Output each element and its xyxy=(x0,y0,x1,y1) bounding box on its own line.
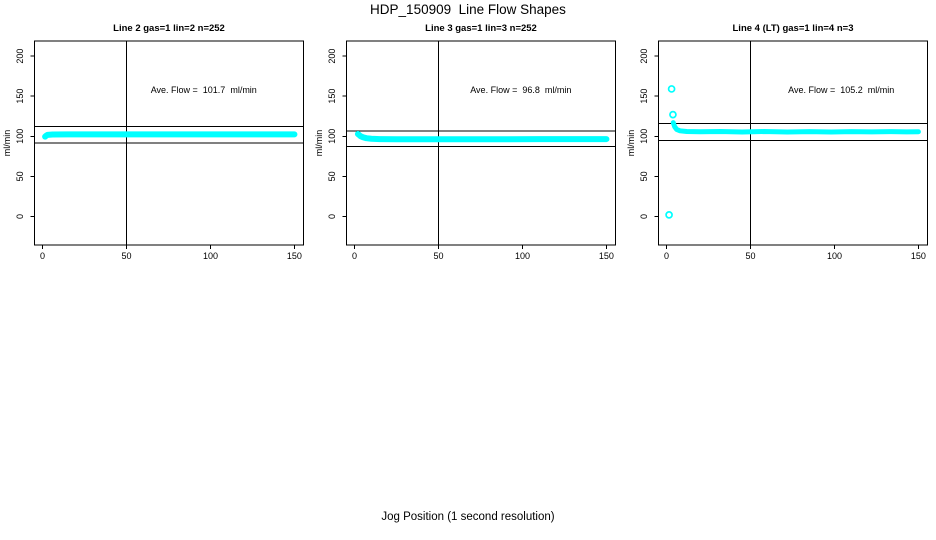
plot-title-line2: Line 2 gas=1 lin=2 n=252 xyxy=(113,23,225,34)
plot-title-line4: Line 4 (LT) gas=1 lin=4 n=3 xyxy=(732,23,854,34)
plot-panel-line3: Line 3 gas=1 lin=3 n=252 0 50 100 150 0 50 100… xyxy=(312,20,624,270)
y-axis-title: ml/min xyxy=(314,130,324,157)
y-tick-label: 150 xyxy=(327,89,337,104)
plot-title-line3: Line 3 gas=1 lin=3 n=252 xyxy=(425,23,537,34)
data-point-band xyxy=(670,120,921,135)
x-tick-label: 100 xyxy=(515,251,530,261)
x-tick-label: 50 xyxy=(434,251,444,261)
plot-frame xyxy=(658,40,928,246)
y-tick-label: 100 xyxy=(639,129,649,144)
y-tick-label: 100 xyxy=(15,129,25,144)
average-flow-annotation: Ave. Flow = 96.8 ml/min xyxy=(470,85,571,95)
y-tick-label: 50 xyxy=(15,171,25,181)
data-point xyxy=(667,85,676,93)
y-tick-label: 0 xyxy=(639,214,649,219)
average-flow-annotation: Ave. Flow = 101.7 ml/min xyxy=(151,85,257,95)
x-tick-label: 100 xyxy=(203,251,218,261)
average-flow-annotation: Ave. Flow = 105.2 ml/min xyxy=(788,85,894,95)
data-point-band xyxy=(42,131,298,140)
data-point xyxy=(669,110,677,119)
y-tick-label: 200 xyxy=(639,49,649,64)
y-tick-label: 100 xyxy=(327,129,337,144)
x-tick-label: 0 xyxy=(664,251,669,261)
plot-svg-line2: 0 50 100 150 0 50 100 150 200 ml/min Ave. Flow = 1… xyxy=(2,40,304,261)
plot-panel-line4: Line 4 (LT) gas=1 lin=4 n=3 0 50 100 150 0 50… xyxy=(624,20,936,270)
plot-svg-line3: 0 50 100 150 0 50 100 150 200 ml/min Ave. Flow = 9… xyxy=(314,40,616,261)
x-tick-label: 150 xyxy=(287,251,302,261)
data-point-band xyxy=(354,131,610,143)
plot-panel-line2: Line 2 gas=1 lin=2 n=252 0 50 100 150 0 50 100… xyxy=(0,20,312,270)
x-tick-label: 100 xyxy=(827,251,842,261)
y-tick-label: 150 xyxy=(639,89,649,104)
y-tick-label: 0 xyxy=(15,214,25,219)
x-axis-outer-label: Jog Position (1 second resolution) xyxy=(381,511,555,523)
y-tick-label: 50 xyxy=(639,171,649,181)
figure-title: HDP_150909 Line Flow Shapes xyxy=(370,2,566,17)
y-tick-label: 150 xyxy=(15,89,25,104)
plot-frame xyxy=(346,40,616,246)
x-tick-label: 50 xyxy=(746,251,756,261)
y-tick-label: 0 xyxy=(327,214,337,219)
x-tick-label: 0 xyxy=(40,251,45,261)
x-tick-label: 0 xyxy=(352,251,357,261)
y-tick-label: 200 xyxy=(327,49,337,64)
y-axis-title: ml/min xyxy=(2,130,12,157)
x-tick-label: 150 xyxy=(599,251,614,261)
data-point xyxy=(665,210,673,219)
y-tick-label: 200 xyxy=(15,49,25,64)
plot-svg-line4: 0 50 100 150 0 50 100 150 200 ml/min Ave. Flow = 1… xyxy=(626,40,928,261)
y-axis-title: ml/min xyxy=(626,130,636,157)
x-tick-label: 150 xyxy=(911,251,926,261)
y-tick-label: 50 xyxy=(327,171,337,181)
x-tick-label: 50 xyxy=(122,251,132,261)
